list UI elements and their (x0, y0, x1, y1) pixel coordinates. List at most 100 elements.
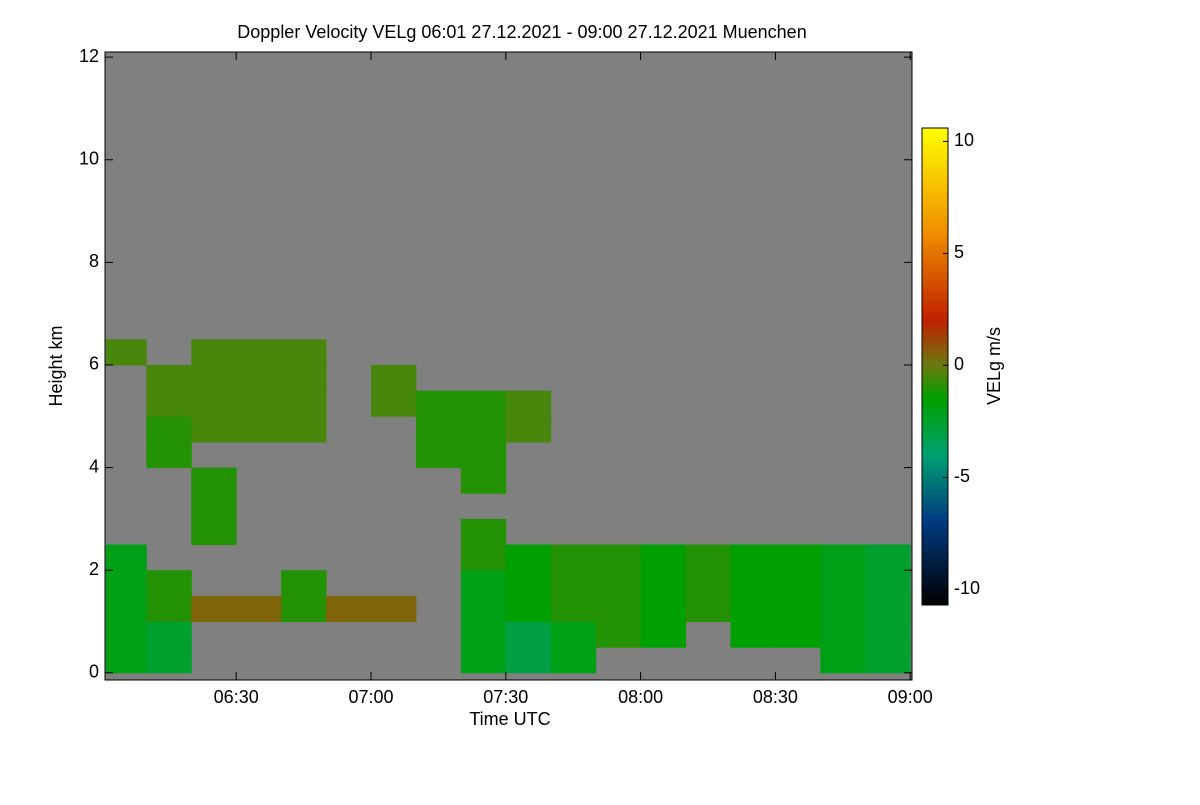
heatmap-cell (865, 621, 911, 648)
heatmap-cell (505, 647, 552, 674)
heatmap-cell (685, 544, 731, 571)
heatmap-cell (730, 544, 776, 571)
heatmap-cell (820, 544, 866, 571)
heatmap-cell (191, 390, 237, 417)
heatmap-cell (595, 544, 642, 571)
heatmap-cell (550, 621, 597, 648)
heatmap-cell (595, 595, 642, 623)
y-tick-label: 6 (89, 354, 99, 374)
heatmap-cell (146, 595, 192, 623)
plot-frame (104, 51, 913, 681)
heatmap-cell (105, 621, 147, 648)
x-tick-label: 08:30 (753, 687, 798, 707)
heatmap-cell (415, 416, 462, 443)
heatmap-cell (460, 518, 507, 546)
heatmap-cell (105, 544, 147, 571)
heatmap-cell (415, 390, 462, 417)
x-tick-label: 07:30 (483, 687, 528, 707)
heatmap-cell (236, 595, 282, 623)
heatmap-cell (550, 595, 597, 623)
colorbar-tick-label: 5 (954, 242, 964, 262)
colorbar (921, 127, 949, 606)
heatmap-cell (191, 416, 237, 443)
heatmap-cell (146, 416, 192, 443)
heatmap-cell (550, 647, 597, 674)
heatmap-cell (640, 570, 687, 597)
heatmap-cell (326, 595, 372, 623)
heatmap-cell (685, 595, 731, 623)
heatmap-cell (505, 544, 552, 571)
x-tick-label: 07:00 (348, 687, 393, 707)
heatmap-cell (371, 390, 417, 417)
heatmap-cell (236, 390, 282, 417)
heatmap-cell (550, 570, 597, 597)
heatmap-cell (505, 595, 552, 623)
heatmap-cell (146, 647, 192, 674)
colorbar-tick-label: -10 (954, 578, 980, 598)
heatmap-cell (371, 364, 417, 392)
heatmap-cell (595, 570, 642, 597)
heatmap-cell (505, 416, 552, 443)
y-tick-label: 8 (89, 251, 99, 271)
heatmap-cell (146, 570, 192, 597)
y-tick-label: 12 (79, 46, 99, 66)
heatmap-cell (281, 390, 327, 417)
heatmap-cell (820, 647, 866, 674)
heatmap-cell (865, 647, 911, 674)
heatmap-cell (460, 544, 507, 571)
colorbar-label: VELg m/s (984, 327, 1004, 405)
heatmap-cell (640, 595, 687, 623)
y-tick-label: 10 (79, 148, 99, 168)
heatmap-cell (191, 467, 237, 494)
heatmap-cell (236, 416, 282, 443)
heatmap-cell (730, 570, 776, 597)
heatmap-cell (460, 416, 507, 443)
heatmap-cell (685, 570, 731, 597)
heatmap-cell (415, 441, 462, 469)
heatmap-cell (865, 544, 911, 571)
heatmap-cell (775, 621, 821, 648)
heatmap-cell (460, 467, 507, 494)
heatmap-cell (865, 595, 911, 623)
heatmap-cell (236, 339, 282, 366)
x-axis-label: Time UTC (469, 709, 550, 729)
heatmap-cell (865, 570, 911, 597)
heatmap-cell (281, 416, 327, 443)
heatmap-cell (460, 390, 507, 417)
x-tick-label: 06:30 (214, 687, 259, 707)
heatmap-cell (146, 621, 192, 648)
heatmap-cell (775, 544, 821, 571)
heatmap-cell (191, 595, 237, 623)
heatmap-cell (730, 595, 776, 623)
y-tick-label: 2 (89, 559, 99, 579)
heatmap-cell (640, 544, 687, 571)
y-tick-label: 0 (89, 662, 99, 682)
heatmap-cell (460, 570, 507, 597)
heatmap-cell (460, 595, 507, 623)
heatmap-cell (460, 441, 507, 469)
y-tick-label: 4 (89, 456, 99, 476)
heatmap-cell (505, 390, 552, 417)
heatmap-cell (505, 570, 552, 597)
heatmap-cell (460, 647, 507, 674)
heatmap-cell (191, 493, 237, 520)
heatmap-cell (191, 339, 237, 366)
heatmap-cell (281, 595, 327, 623)
heatmap-cell (105, 570, 147, 597)
heatmap-cell (775, 595, 821, 623)
heatmap-cell (595, 621, 642, 648)
heatmap-cell (281, 364, 327, 392)
colorbar-tick-label: -5 (954, 466, 970, 486)
heatmap-cell (820, 595, 866, 623)
heatmap-cell (730, 621, 776, 648)
heatmap-cell (550, 544, 597, 571)
heatmap-cell (775, 570, 821, 597)
x-tick-label: 09:00 (888, 687, 933, 707)
heatmap-cell (191, 364, 237, 392)
heatmap-cell (820, 570, 866, 597)
x-tick-label: 08:00 (618, 687, 663, 707)
heatmap-cell (460, 621, 507, 648)
heatmap-cell (105, 647, 147, 674)
heatmap-cell (105, 339, 147, 366)
